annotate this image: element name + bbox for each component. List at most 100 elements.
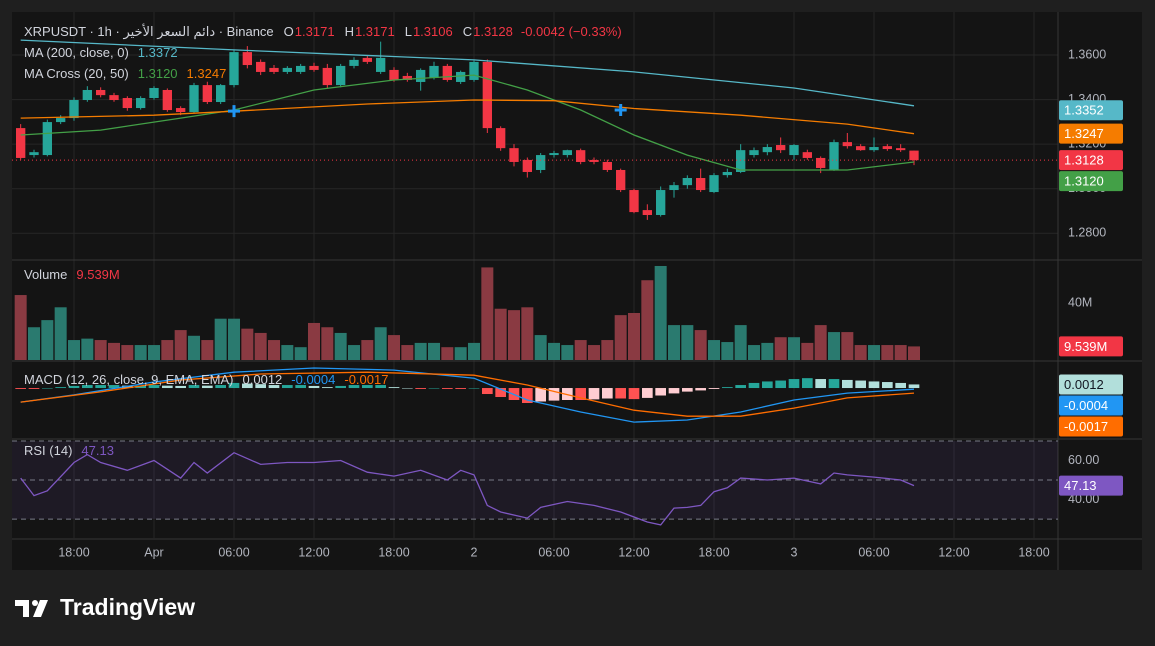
line [20, 367, 915, 423]
histogram-bar [135, 385, 146, 389]
histogram-bar [762, 381, 773, 389]
candle-body [456, 71, 466, 82]
volume-bar [294, 347, 307, 360]
histogram-bar [322, 387, 333, 389]
volume-bar [401, 345, 414, 360]
candle-body [296, 65, 306, 72]
price-label: -0.0017 [1064, 419, 1108, 434]
price-label-box [1059, 171, 1123, 192]
logo-mark [32, 600, 38, 606]
volume-bar [521, 307, 534, 360]
price-label: 1.3120 [1064, 174, 1104, 189]
volume-bar [561, 345, 574, 360]
price-label: 1.3128 [1064, 153, 1104, 168]
histogram-bar [642, 388, 653, 398]
candle-body [856, 146, 866, 151]
brand-name: TradingView [60, 594, 195, 620]
x-tick-label: 2 [471, 545, 478, 559]
candle-body [469, 61, 479, 80]
candle-body [549, 153, 559, 156]
histogram-bar [495, 388, 506, 398]
price-label: 47.13 [1064, 478, 1097, 493]
price-label-box [1059, 416, 1123, 437]
volume-bar [361, 340, 374, 360]
volume-bar [628, 312, 640, 360]
volume-bar [374, 327, 387, 360]
histogram-bar [828, 379, 840, 389]
candle-body [776, 145, 786, 151]
cross-marker [228, 105, 240, 118]
legend: MA (200, close, 0) 1.3372 [24, 45, 178, 60]
y-tick-label: 60.00 [1068, 453, 1099, 467]
histogram-bar [575, 388, 586, 400]
candle-body [562, 150, 572, 156]
volume-bar [868, 345, 880, 360]
x-tick-label: Apr [144, 545, 163, 559]
candle-body [896, 148, 906, 151]
candle-body [709, 175, 719, 193]
brand-logo: TradingView [15, 594, 195, 620]
price-label-box [1059, 395, 1123, 416]
indicator-value: 47.13 [81, 443, 114, 458]
indicator-value: -0.0017 [344, 372, 388, 387]
volume-bar [134, 345, 147, 360]
histogram-bar [522, 388, 533, 403]
histogram-bar [668, 388, 680, 394]
volume-bar [641, 280, 654, 360]
price-label-box [1059, 123, 1123, 144]
volume-bar [814, 325, 827, 360]
histogram-bar [388, 387, 400, 389]
volume-bar [574, 340, 587, 360]
histogram-bar [162, 385, 173, 389]
y-tick-label: 40M [1068, 295, 1092, 309]
volume-bar [148, 345, 160, 360]
x-tick-label: 18:00 [698, 545, 729, 559]
histogram-bar [148, 385, 160, 389]
volume-bar [188, 335, 200, 360]
price-label-box [1059, 100, 1123, 121]
candle-body [56, 118, 66, 123]
volume-bar [121, 345, 134, 360]
volume-bar [654, 265, 667, 360]
histogram-bar [228, 382, 240, 389]
histogram-bar [202, 385, 213, 389]
candle-body [389, 69, 399, 80]
histogram-bar [882, 382, 893, 389]
volume-bar [308, 322, 320, 360]
candle-body [282, 67, 292, 72]
candle-body [256, 61, 266, 72]
x-tick-label: 18:00 [58, 545, 89, 559]
candle-body [589, 159, 599, 162]
candle-body [162, 89, 172, 111]
histogram-bar [548, 388, 560, 401]
candle-body [882, 146, 892, 150]
indicator-value: 1.3120 [138, 66, 178, 81]
volume-bar [721, 342, 734, 360]
candle-body [376, 57, 386, 72]
volume-bar [14, 295, 27, 360]
volume-bar [241, 328, 254, 360]
candle-body [842, 142, 852, 147]
candle-body [482, 61, 492, 129]
line [20, 99, 915, 135]
histogram-bar [188, 385, 200, 389]
histogram-bar [682, 388, 693, 392]
symbol-title: XRPUSDT · 1h · دائم السعر الأخير · Binan… [24, 23, 274, 40]
histogram-bar [788, 379, 800, 389]
candle-body [69, 100, 79, 119]
logo-mark [15, 600, 29, 617]
histogram-bar [175, 385, 186, 389]
candle-body [629, 190, 639, 213]
volume-bar [881, 345, 894, 360]
x-tick-label: 18:00 [1018, 545, 1049, 559]
volume-bar [468, 342, 480, 360]
price-label-box [1059, 150, 1123, 171]
legend: MA Cross (20, 50) 1.3120 1.3247 [24, 66, 226, 81]
candle-body [789, 145, 799, 156]
candle-body [762, 147, 772, 153]
indicator-value: 1.3372 [138, 45, 178, 60]
volume-bar [28, 327, 40, 360]
price-label-box [1059, 336, 1123, 357]
volume-bar [908, 346, 920, 360]
candle-body [536, 155, 546, 170]
